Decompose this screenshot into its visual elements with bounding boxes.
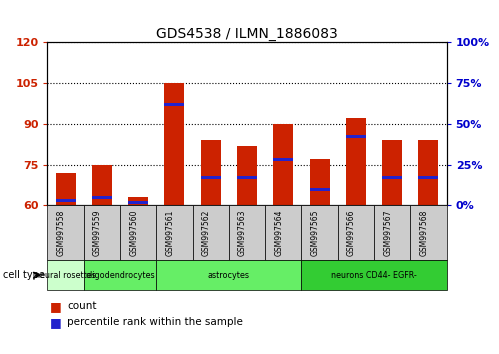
Text: ■: ■: [50, 300, 62, 313]
Bar: [346, 119, 366, 205]
Text: GSM997558: GSM997558: [56, 210, 65, 256]
Text: GSM997562: GSM997562: [202, 210, 211, 256]
Bar: [309, 159, 329, 205]
Text: GSM997568: GSM997568: [420, 210, 429, 256]
Bar: [165, 83, 185, 205]
Bar: [165, 103, 185, 106]
Text: GSM997566: GSM997566: [347, 210, 356, 256]
Bar: [128, 201, 148, 204]
Bar: [419, 140, 439, 205]
Bar: [419, 176, 439, 179]
Text: GSM997561: GSM997561: [166, 210, 175, 256]
Bar: [346, 136, 366, 138]
Text: oligodendrocytes: oligodendrocytes: [85, 271, 155, 280]
Bar: [55, 173, 75, 205]
Text: count: count: [67, 301, 97, 311]
Bar: [237, 176, 257, 179]
Text: neurons CD44- EGFR-: neurons CD44- EGFR-: [331, 271, 417, 280]
Bar: [382, 140, 402, 205]
Bar: [201, 176, 221, 179]
Bar: [55, 199, 75, 202]
Bar: [92, 196, 112, 199]
Bar: [382, 176, 402, 179]
Text: GSM997565: GSM997565: [310, 210, 319, 256]
Bar: [273, 124, 293, 205]
Text: astrocytes: astrocytes: [208, 271, 250, 280]
Bar: [237, 145, 257, 205]
Text: GSM997564: GSM997564: [274, 210, 283, 256]
Bar: [273, 158, 293, 161]
Text: GSM997559: GSM997559: [93, 210, 102, 256]
Bar: [92, 165, 112, 205]
Bar: [201, 140, 221, 205]
Text: GSM997560: GSM997560: [129, 210, 138, 256]
Text: cell type: cell type: [3, 270, 45, 280]
Bar: [309, 188, 329, 190]
Text: GSM997563: GSM997563: [238, 210, 247, 256]
Text: neural rosettes: neural rosettes: [35, 271, 96, 280]
Text: percentile rank within the sample: percentile rank within the sample: [67, 317, 243, 327]
Text: GSM997567: GSM997567: [383, 210, 392, 256]
Bar: [128, 197, 148, 205]
Text: ■: ■: [50, 316, 62, 329]
Title: GDS4538 / ILMN_1886083: GDS4538 / ILMN_1886083: [156, 28, 338, 41]
